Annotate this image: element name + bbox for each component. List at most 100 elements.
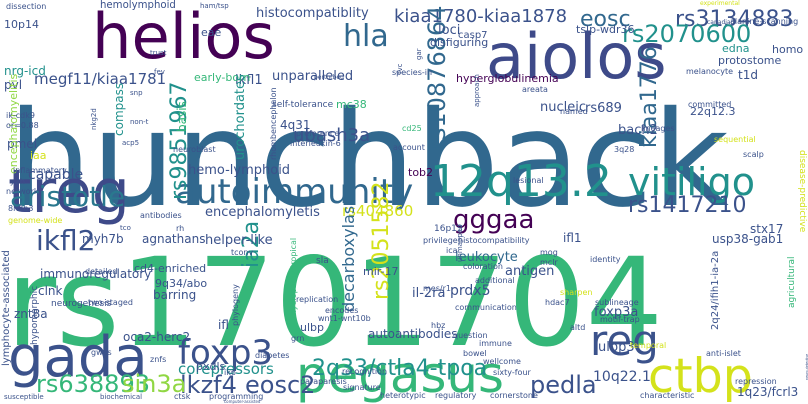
word-encephalomyletis: encephalomyletis (205, 205, 320, 220)
word-cornerstone: cornerstone (490, 391, 538, 400)
word-bach2: bach2 (618, 123, 658, 138)
word-wnt1-wnt10b: wnt1-wnt10b (318, 314, 371, 323)
word-immunoregulatory: immunoregulatory (40, 267, 151, 281)
word-computer-assisted: computer-assisted (224, 399, 261, 404)
word-cd4-enriched: cd4-enriched (134, 262, 206, 275)
word-self-tolerance: self-tolerance (272, 100, 334, 110)
word-ulbp: ulbp (300, 321, 324, 334)
word-histocompatiblity: histocompatiblity (256, 6, 369, 21)
word-bowel: bowel (463, 349, 487, 358)
word-tslp-wdr36: tslp-wdr36 (576, 23, 635, 36)
word-mclr: mclr (540, 258, 558, 267)
word-myelopathy-tropical: myelopathy/tropical (289, 238, 298, 318)
word-antibodies: antibodies (140, 211, 182, 220)
word-rs9851967: rs9851967 (167, 82, 192, 201)
word-casp7: casp7 (458, 30, 488, 41)
word-histocompatibility: histocompatibility (458, 236, 530, 245)
word-replication: replication (296, 295, 338, 304)
word-mc38: mc38 (336, 98, 367, 111)
word-hyperglobulinemia: hyperglobulinemia (456, 72, 559, 85)
word-9q34-abo: 9q34/abo (155, 277, 207, 290)
word-phylogeny: phylogeny (231, 284, 240, 326)
word-hemo-lymphoid: hemo-lymphoid (188, 163, 290, 178)
word-aiolos: aiolos (486, 20, 667, 93)
word-usp38-gab1: usp38-gab1 (712, 232, 783, 246)
word-mes-r1: mes/r1 (423, 284, 451, 293)
word-inflammatory: inflammatory (13, 166, 67, 175)
word-characteristic: characteristic (640, 391, 694, 400)
word-1q23-fcrl3: 1q23/fcrl3 (737, 385, 798, 399)
word-sublineage: sublineage (595, 298, 639, 307)
word-ia2a: ia2a (239, 221, 264, 268)
word-account: account (393, 143, 425, 152)
word-heterotypic: heterotypic (380, 391, 426, 400)
word-rs1701704: rs1701704 (6, 232, 663, 374)
word-susceptible: susceptible (4, 393, 44, 401)
word-loci: loci (438, 23, 460, 38)
word-two-staged: two-staged (88, 298, 133, 307)
word-aristotle: aristotle (10, 180, 125, 213)
word-neurogenesis: neurogenesis (51, 299, 112, 309)
word-lymphocyte-associated: lymphocyte-associated (1, 250, 12, 366)
word-agricultural: agricultural (787, 256, 797, 308)
word-neuroblast: neuroblast (173, 145, 216, 154)
word-pmel: pmel (7, 137, 37, 151)
word-2q24-ifih1-ia-2a: 2q24/ifih1-ia-2a (710, 251, 721, 330)
word-foxp3: foxp3 (178, 333, 273, 373)
word-genome-wide: genome-wide (8, 216, 62, 225)
word-rs2051582: rs2051582 (369, 182, 394, 301)
word-clnk: clnk (38, 284, 63, 298)
word-lineages: lineages (641, 124, 675, 133)
word-ikfl2: ikfl2 (36, 224, 95, 257)
word-tconv: tconv (231, 248, 254, 257)
word-eosc2: eosc2 (245, 371, 315, 399)
word-rs638893: rs638893 (36, 370, 150, 398)
word-neuro-detective: neuro-detective (805, 354, 808, 380)
word-question: question (453, 331, 488, 340)
word-corepressors: corepressors (178, 360, 274, 378)
word-sin3a: sin3a (122, 370, 186, 398)
word-fev: fev (154, 68, 165, 76)
word-named: named (560, 107, 588, 116)
word-oca2-herc2: oca2-herc2 (123, 330, 190, 344)
word-early-born: early-born (194, 71, 250, 84)
word-ulbp3: ulbp3 (598, 340, 635, 355)
word-hla: hla (343, 19, 389, 54)
word-lesional: lesional (513, 176, 544, 185)
word-sharpen: sharpen (560, 288, 593, 297)
word-y2h: y2h (10, 177, 25, 186)
word-4q31: 4q31 (280, 118, 311, 132)
word-additional: additional (475, 276, 515, 285)
word-nrg-icd: nrg-icd (4, 64, 46, 78)
word-rs3134883: rs3134883 (675, 7, 794, 32)
word-helios: helios (92, 0, 275, 73)
word-identity: identity (590, 255, 621, 264)
word-disfiguring: disfiguring (430, 36, 488, 49)
word-signature: signature (343, 383, 381, 392)
word-coloration: coloration (463, 262, 503, 271)
word-areata: areata (522, 85, 548, 94)
word-canadian: canadian (707, 19, 735, 26)
word-myh7b: myh7b (82, 232, 124, 246)
word-helper-like: helper-like (205, 233, 273, 248)
word-stx17: stx17 (750, 222, 783, 236)
word-hbz: hbz (431, 321, 445, 330)
word-interleukin-6: interleukin-6 (290, 139, 341, 148)
word-2q33-ctla4-tpoa: 2q33/ctla4-tpoa (312, 356, 487, 381)
word-approach: approach (473, 74, 481, 107)
word-disease-predictive: disease-predictive (797, 150, 807, 233)
word-rs404860: rs404860 (342, 202, 413, 220)
word-temporal: temporal (630, 341, 666, 350)
word-wellcome: wellcome (483, 357, 521, 366)
word-regulatory: regulatory (435, 391, 477, 400)
word-or-0-88: or=0.88 (6, 121, 39, 130)
word-mog: mog (540, 248, 558, 257)
word-dissection: dissection (6, 2, 46, 11)
word-communication: communication (455, 303, 517, 312)
word-snp: snp (130, 89, 143, 97)
word-rh: rh (176, 224, 184, 233)
word-22q12-3: 22q12.3 (690, 105, 735, 118)
word-iaa: iaa (30, 149, 47, 162)
word-kiaa1776: kiaa1776 (637, 46, 662, 148)
word-10p14: 10p14 (4, 18, 39, 31)
